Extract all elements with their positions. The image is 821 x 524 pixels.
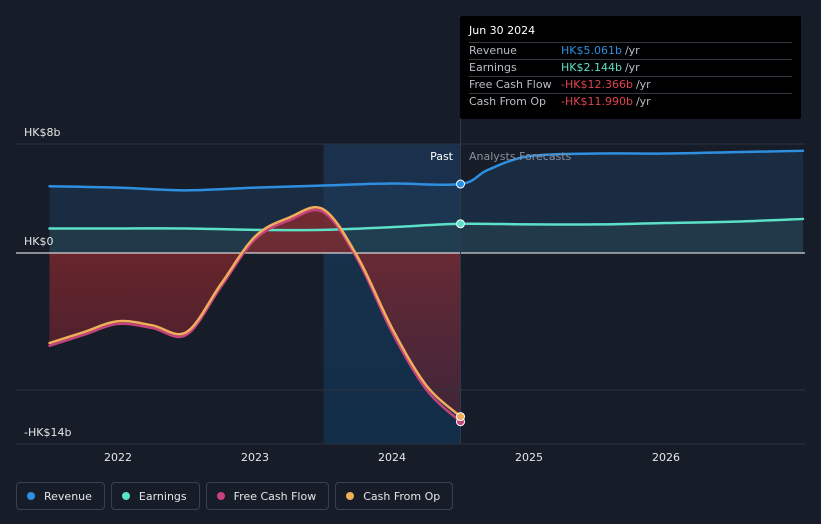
point-revenue [456,179,465,189]
tooltip-row-unit: /yr [635,95,651,108]
series-line-cash-from-op [48,206,462,418]
legend-item-cash-from-op[interactable]: Cash From Op [335,482,454,510]
tooltip-row-unit: /yr [635,78,651,91]
tooltip-panel: Jun 30 2024 Revenue HK$5.061b/yr Earnings H… [460,16,801,119]
tooltip-row-value: HK$2.144b [561,61,622,74]
tooltip-row: Revenue HK$5.061b/yr [469,42,792,59]
tooltip-row-value: -HK$11.990b [561,95,633,108]
x-tick-label: 2022 [104,451,132,464]
chart-legend: Revenue Earnings Free Cash Flow Cash From O… [16,482,454,510]
point-earnings [456,219,465,229]
x-tick-label: 2026 [652,451,680,464]
y-axis-bottom-label: -HK$14b [24,426,71,439]
revenue-area [49,150,803,253]
legend-label: Cash From Op [363,489,441,503]
cash-from-op-area [49,207,461,417]
legend-item-free-cash-flow[interactable]: Free Cash Flow [205,482,330,510]
tooltip-row-label: Free Cash Flow [469,78,552,91]
x-tick-label: 2025 [515,451,543,464]
series-line-free-cash-flow [48,208,462,423]
tooltip-row-value: -HK$12.366b [561,78,633,91]
tooltip-row-label: Revenue [469,44,517,57]
tooltip-row-value: HK$5.061b [561,44,622,57]
legend-dot-icon [27,492,35,500]
legend-label: Free Cash Flow [233,489,317,503]
tooltip-row-unit: /yr [624,44,640,57]
tooltip-row: Free Cash Flow -HK$12.366b/yr [469,76,792,93]
tooltip-row: Cash From Op -HK$11.990b/yr [469,93,792,110]
tooltip-row-label: Earnings [469,61,517,74]
x-tick-label: 2024 [378,451,406,464]
tooltip-date: Jun 30 2024 [469,24,536,37]
legend-item-revenue[interactable]: Revenue [16,482,105,510]
y-axis-top-label: HK$8b [24,126,60,139]
tooltip-row-label: Cash From Op [469,95,547,108]
legend-dot-icon [346,492,355,500]
legend-dot-icon [216,492,225,500]
divider-label-forecast: Analysts Forecasts [469,150,572,163]
tooltip-row: Earnings HK$2.144b/yr [469,59,792,76]
legend-item-earnings[interactable]: Earnings [110,482,200,510]
y-axis-zero-label: HK$0 [24,235,53,248]
legend-label: Earnings [138,489,187,503]
tooltip-row-unit: /yr [624,61,640,74]
legend-dot-icon [121,492,130,500]
point-cash-from-op [456,412,465,422]
divider-label-past: Past [430,150,454,163]
series-line-earnings [48,217,805,232]
earnings-area [49,218,803,253]
legend-label: Revenue [44,489,92,503]
x-tick-label: 2023 [241,451,269,464]
